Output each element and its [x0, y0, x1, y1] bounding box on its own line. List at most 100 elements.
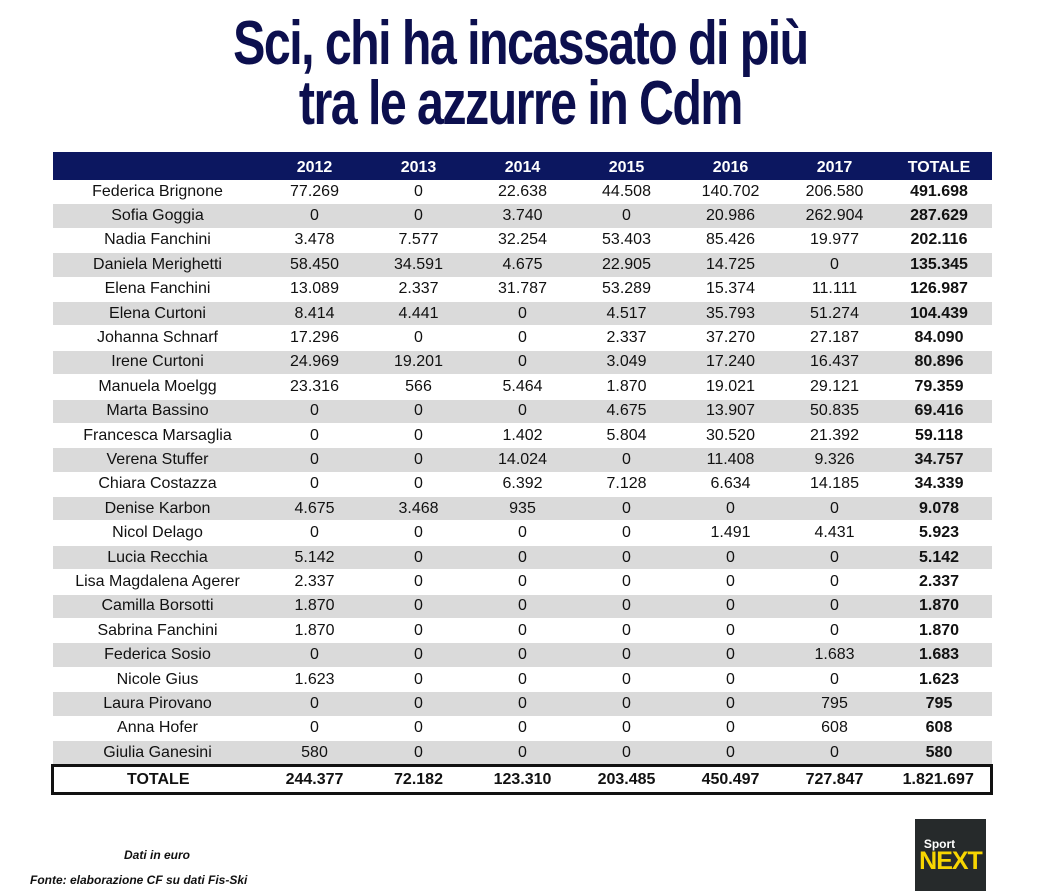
column-total-cell: 450.497: [678, 764, 783, 796]
value-cell: 0: [574, 203, 679, 229]
value-cell: 0: [366, 594, 471, 620]
column-header-2017: 2017: [816, 158, 853, 176]
athlete-name-cell: Nicole Gius: [52, 667, 263, 693]
value-cell: 1.870: [574, 374, 679, 400]
value-cell: 0: [366, 545, 471, 571]
value-cell: 85.426: [678, 228, 783, 254]
title-line-1: Sci, chi ha incassato di più: [233, 9, 809, 78]
table-row: Marta Bassino 0 0 0 4.675 13.907 50.835 69.416: [52, 399, 992, 424]
value-cell: 7.577: [366, 228, 471, 254]
value-cell: 0: [782, 545, 887, 571]
value-cell: 206.580: [782, 180, 887, 205]
value-cell: 0: [574, 691, 679, 717]
value-cell: 3.740: [470, 203, 575, 229]
value-cell: 3.468: [366, 496, 471, 522]
table-row: Nicol Delago 0 0 0 0 1.491 4.431 5.923: [52, 520, 992, 546]
athlete-name-cell: Denise Karbon: [52, 496, 263, 522]
athlete-name-cell: Johanna Schnarf: [52, 325, 263, 351]
value-cell: 4.675: [262, 496, 367, 522]
table-row: Giulia Ganesini 580 0 0 0 0 0 580: [52, 740, 992, 767]
athlete-name-cell: Verena Stuffer: [52, 447, 263, 473]
value-cell: 0: [366, 203, 471, 229]
athlete-name-cell: Marta Bassino: [52, 399, 263, 424]
value-cell: 0: [678, 496, 783, 522]
table-header-row: 2012 2013 2014 2015 2016 2017 TOTALE: [52, 152, 992, 180]
row-total-cell: 202.116: [886, 228, 992, 254]
value-cell: 0: [574, 569, 679, 595]
row-total-cell: 69.416: [886, 399, 992, 424]
value-cell: 580: [262, 740, 367, 767]
total-row: TOTALE 244.377 72.182 123.310 203.485 450.497…: [51, 764, 993, 796]
table-row: Elena Fanchini 13.089 2.337 31.787 53.289 15.…: [52, 277, 992, 302]
value-cell: 0: [782, 594, 887, 620]
value-cell: 19.201: [366, 350, 471, 376]
row-total-cell: 135.345: [886, 252, 992, 278]
value-cell: 0: [470, 691, 575, 717]
column-header-2012: 2012: [296, 158, 333, 176]
value-cell: 0: [366, 716, 471, 741]
value-cell: 5.804: [574, 423, 679, 449]
athlete-name-cell: Manuela Moelgg: [52, 374, 263, 400]
value-cell: 0: [574, 447, 679, 473]
value-cell: 0: [470, 716, 575, 741]
value-cell: 0: [262, 203, 367, 229]
value-cell: 0: [678, 667, 783, 693]
table-row: Irene Curtoni 24.969 19.201 0 3.049 17.240 16.…: [52, 350, 992, 376]
earnings-table: 2012 2013 2014 2015 2016 2017 TOTALE Federica …: [51, 152, 993, 796]
value-cell: 0: [470, 399, 575, 424]
value-cell: 0: [470, 325, 575, 351]
athlete-name-cell: Camilla Borsotti: [52, 594, 263, 620]
row-total-cell: 5.142: [886, 545, 992, 571]
column-header-2014: 2014: [504, 158, 541, 176]
table-row: Manuela Moelgg 23.316 566 5.464 1.870 19.021 2…: [52, 374, 992, 400]
row-total-cell: 9.078: [886, 496, 992, 522]
value-cell: 4.675: [470, 252, 575, 278]
value-cell: 0: [574, 618, 679, 644]
row-total-cell: 1.623: [886, 667, 992, 693]
value-cell: 2.337: [574, 325, 679, 351]
value-cell: 0: [470, 520, 575, 546]
value-cell: 0: [470, 642, 575, 668]
value-cell: 0: [470, 740, 575, 767]
value-cell: 4.441: [366, 301, 471, 327]
value-cell: 0: [574, 520, 679, 546]
value-cell: 0: [366, 399, 471, 424]
value-cell: 22.905: [574, 252, 679, 278]
table-row: Chiara Costazza 0 0 6.392 7.128 6.634 14.185 34…: [52, 472, 992, 498]
value-cell: 0: [366, 667, 471, 693]
value-cell: 14.185: [782, 472, 887, 498]
source-note: Fonte: elaborazione CF su dati Fis-Ski: [30, 873, 248, 887]
value-cell: 262.904: [782, 203, 887, 229]
value-cell: 13.907: [678, 399, 783, 424]
value-cell: 795: [782, 691, 887, 717]
value-cell: 0: [574, 545, 679, 571]
athlete-name-cell: Lisa Magdalena Agerer: [52, 569, 263, 595]
table-row: Nadia Fanchini 3.478 7.577 32.254 53.403 85.4…: [52, 228, 992, 254]
table-row: Verena Stuffer 0 0 14.024 0 11.408 9.326 34.757: [52, 447, 992, 473]
value-cell: 1.402: [470, 423, 575, 449]
value-cell: 566: [366, 374, 471, 400]
row-total-cell: 491.698: [886, 180, 992, 205]
value-cell: 22.638: [470, 180, 575, 205]
value-cell: 0: [366, 520, 471, 546]
value-cell: 9.326: [782, 447, 887, 473]
athlete-name-cell: Elena Curtoni: [52, 301, 263, 327]
value-cell: 1.870: [262, 618, 367, 644]
column-header-totale: TOTALE: [907, 158, 971, 176]
value-cell: 34.591: [366, 252, 471, 278]
logo-next-text: NEXT: [919, 846, 983, 875]
row-total-cell: 104.439: [886, 301, 992, 327]
value-cell: 0: [678, 716, 783, 741]
row-total-cell: 1.683: [886, 642, 992, 668]
value-cell: 0: [366, 472, 471, 498]
value-cell: 53.289: [574, 277, 679, 302]
value-cell: 0: [574, 667, 679, 693]
row-total-cell: 1.870: [886, 618, 992, 644]
row-total-cell: 59.118: [886, 423, 992, 449]
value-cell: 0: [366, 180, 471, 205]
athlete-name-cell: Federica Sosio: [52, 642, 263, 668]
value-cell: 58.450: [262, 252, 367, 278]
row-total-cell: 79.359: [886, 374, 992, 400]
value-cell: 51.274: [782, 301, 887, 327]
value-cell: 0: [262, 520, 367, 546]
